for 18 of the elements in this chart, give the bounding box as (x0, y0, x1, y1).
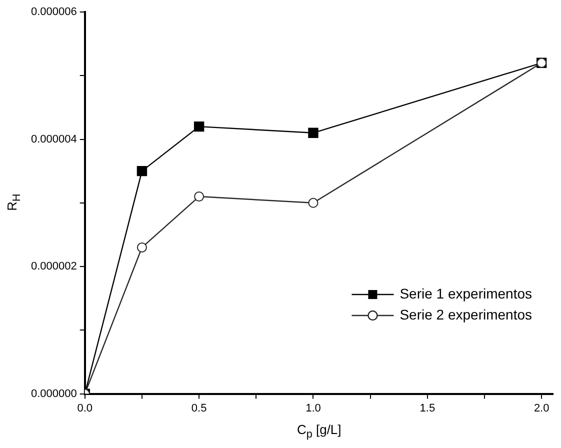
x-tick-label: 2.0 (534, 402, 550, 414)
point (136, 242, 147, 252)
legend-label: Serie 1 experimentos (400, 285, 532, 302)
y-tick-label: 0.000000 (30, 388, 77, 400)
point (308, 128, 318, 138)
y-tick-label: 0.000002 (30, 260, 77, 273)
x-tick-label: 1.5 (420, 402, 436, 414)
point (194, 192, 204, 202)
point (136, 166, 148, 176)
legend-label: Serie 2 experimentos (400, 306, 532, 322)
x-tick-label: 1.0 (306, 402, 321, 414)
point (308, 198, 318, 208)
x-axis-title: C$_{p}$ [g/L] (296, 422, 342, 440)
x-tick-label: 0.5 (191, 402, 207, 414)
point (194, 121, 204, 132)
y-tick-label: 0.000004 (30, 133, 77, 146)
x-tick-label: 0.0 (77, 402, 93, 414)
y-tick-label: 0.000006 (30, 6, 77, 18)
